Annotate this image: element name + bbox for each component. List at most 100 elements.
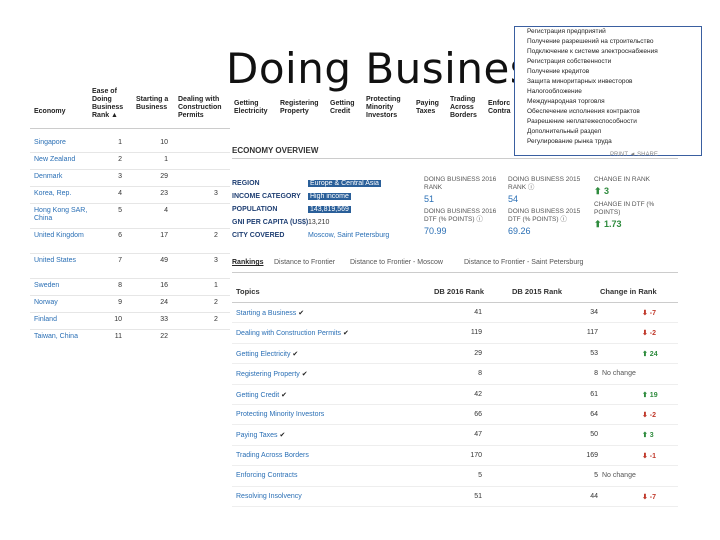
db2015-rank: 169 bbox=[586, 451, 598, 459]
topics-rows: Starting a Business ✔ 41 34 ⬇ -7 Dealing wit… bbox=[232, 303, 678, 507]
topics-table: Topics DB 2016 Rank DB 2015 Rank Change … bbox=[232, 282, 678, 507]
construction-permits-value: 2 bbox=[214, 232, 218, 239]
db2016-rank: 119 bbox=[470, 329, 482, 337]
topic-link[interactable]: Dealing with Construction Permits ✔ bbox=[236, 329, 349, 337]
starting-business-value: 23 bbox=[160, 190, 168, 197]
topic-label: Trading Across Borders bbox=[236, 451, 309, 459]
topic-link[interactable]: Resolving Insolvency bbox=[236, 493, 302, 500]
db2016-rank: 41 bbox=[474, 309, 482, 316]
ranking-row: New Zealand 2 1 bbox=[30, 153, 230, 170]
economy-link[interactable]: United Kingdom bbox=[34, 232, 84, 239]
tab-distance-frontier[interactable]: Distance to Frontier bbox=[274, 259, 336, 266]
topic-link[interactable]: Enforcing Contracts bbox=[236, 472, 297, 479]
db2016-rank: 66 bbox=[474, 410, 482, 418]
economy-link[interactable]: Taiwan, China bbox=[34, 333, 78, 340]
col-trading-borders[interactable]: Trading Across Borders bbox=[450, 96, 477, 119]
col-protecting-investors[interactable]: Protecting Minority Investors bbox=[366, 96, 401, 119]
economy-link[interactable]: United States bbox=[34, 257, 77, 264]
db2016-dtf-value: 70.99 bbox=[424, 226, 447, 236]
topic-link[interactable]: Getting Credit ✔ bbox=[236, 391, 287, 399]
russian-topic-item: Подключение к системе электроснабжения bbox=[527, 48, 658, 55]
col-starting-business[interactable]: Starting a Business bbox=[136, 96, 169, 111]
col-economy[interactable]: Economy bbox=[34, 108, 66, 115]
topic-link[interactable]: Getting Electricity ✔ bbox=[236, 350, 298, 358]
db2015-rank: 34 bbox=[590, 309, 598, 316]
check-icon: ✔ bbox=[292, 350, 299, 358]
change-in-rank: ⬇ -1 bbox=[642, 452, 657, 460]
economy-link[interactable]: Finland bbox=[34, 316, 57, 323]
col-ease-rank[interactable]: Ease of Doing Business Rank ▲ bbox=[92, 88, 124, 119]
topic-link[interactable]: Paying Taxes ✔ bbox=[236, 431, 285, 439]
change-in-rank: ⬆ 24 bbox=[642, 350, 658, 358]
ease-rank-value: 3 bbox=[118, 173, 122, 180]
topic-link[interactable]: Trading Across Borders bbox=[236, 452, 309, 459]
db2015-rank: 53 bbox=[590, 349, 598, 357]
db2015-rank: 117 bbox=[586, 329, 598, 337]
economy-link[interactable]: New Zealand bbox=[34, 156, 76, 163]
income-value: High income bbox=[308, 193, 351, 200]
change-in-rank: ⬆ 19 bbox=[642, 391, 658, 399]
topic-link[interactable]: Protecting Minority Investors bbox=[236, 411, 324, 418]
ranking-row: Denmark 3 29 bbox=[30, 170, 230, 187]
topic-row: Starting a Business ✔ 41 34 ⬇ -7 bbox=[232, 303, 678, 324]
starting-business-value: 16 bbox=[160, 282, 168, 289]
ranking-rows: Singapore 1 10 New Zealand 2 1 Denmark 3 29 Korea… bbox=[30, 136, 230, 350]
economy-link[interactable]: Hong Kong SAR, China bbox=[34, 207, 88, 222]
col-paying-taxes[interactable]: Paying Taxes bbox=[416, 100, 439, 115]
topic-link[interactable]: Registering Property ✔ bbox=[236, 370, 308, 378]
ranking-table-header: Economy Ease of Doing Business Rank ▲ St… bbox=[30, 80, 230, 129]
col-enforcing-contracts[interactable]: Enforc Contra bbox=[488, 100, 511, 115]
ease-rank-value: 7 bbox=[118, 257, 122, 264]
db2015-rank: 8 bbox=[594, 370, 598, 378]
col-getting-electricity[interactable]: Getting Electricity bbox=[234, 100, 268, 115]
db2016-rank: 47 bbox=[474, 431, 482, 439]
russian-topic-item: Дополнительный раздел bbox=[527, 128, 602, 135]
economy-link[interactable]: Sweden bbox=[34, 282, 60, 289]
topic-row: Protecting Minority Investors 66 64 ⬇ -2 bbox=[232, 405, 678, 426]
tab-distance-moscow[interactable]: Distance to Frontier - Moscow bbox=[350, 259, 443, 266]
population-value: 143,819,569 bbox=[308, 206, 351, 213]
topic-label: Starting a Business bbox=[236, 310, 297, 317]
construction-permits-value: 2 bbox=[214, 316, 218, 323]
starting-business-value: 4 bbox=[164, 207, 168, 214]
construction-permits-value: 2 bbox=[214, 299, 218, 306]
russian-topic-item: Получение кредитов bbox=[527, 68, 590, 75]
col-getting-credit[interactable]: Getting Credit bbox=[330, 100, 355, 115]
db2015-rank: 5 bbox=[594, 472, 598, 480]
russian-topic-item: Защита миноритарных инвесторов bbox=[527, 78, 633, 85]
db2015-rank: 50 bbox=[590, 431, 598, 439]
starting-business-value: 10 bbox=[160, 139, 168, 146]
ease-rank-value: 1 bbox=[118, 139, 122, 146]
tab-rankings[interactable]: Rankings bbox=[232, 259, 264, 266]
ranking-row: Taiwan, China 11 22 bbox=[30, 330, 230, 350]
col-construction-permits[interactable]: Dealing with Construction Permits bbox=[178, 96, 222, 119]
topic-row: Trading Across Borders 170 169 ⬇ -1 bbox=[232, 446, 678, 467]
db2015-rank: 64 bbox=[590, 410, 598, 418]
topic-link[interactable]: Starting a Business ✔ bbox=[236, 309, 304, 317]
starting-business-value: 24 bbox=[160, 299, 168, 306]
topic-label: Resolving Insolvency bbox=[236, 492, 302, 500]
city-value[interactable]: Moscow, Saint Petersburg bbox=[308, 232, 390, 239]
col-change: Change in Rank bbox=[600, 287, 657, 296]
change-in-rank: ⬆ 3 bbox=[642, 432, 654, 440]
change-in-rank: No change bbox=[602, 472, 636, 480]
economy-link[interactable]: Denmark bbox=[34, 173, 63, 180]
economy-link[interactable]: Norway bbox=[34, 299, 58, 306]
population-label: POPULATION bbox=[232, 206, 278, 213]
db2016-rank: 29 bbox=[474, 349, 482, 357]
topic-label: Protecting Minority Investors bbox=[236, 410, 325, 418]
db2015-rank: 61 bbox=[590, 390, 598, 398]
ease-rank-value: 10 bbox=[114, 316, 122, 323]
share-print-links[interactable]: PRINT ◄ SHARE bbox=[610, 152, 658, 158]
col-registering-property[interactable]: Registering Property bbox=[280, 100, 319, 115]
db2015-dtf-heading: DOING BUSINESS 2015 DTF (% POINTS) ⓘ bbox=[508, 208, 581, 223]
russian-topic-item: Получение разрешений на строительство bbox=[527, 38, 654, 45]
russian-topic-item: Регистрация предприятий bbox=[527, 28, 606, 35]
russian-topic-item: Международная торговля bbox=[527, 98, 605, 105]
change-in-rank: ⬇ -7 bbox=[642, 310, 657, 317]
db2015-dtf-value: 69.26 bbox=[508, 226, 531, 236]
economy-link[interactable]: Singapore bbox=[34, 139, 66, 146]
tab-distance-spb[interactable]: Distance to Frontier - Saint Petersburg bbox=[464, 259, 584, 266]
db2016-rank: 42 bbox=[474, 390, 482, 398]
economy-link[interactable]: Korea, Rep. bbox=[34, 190, 72, 197]
